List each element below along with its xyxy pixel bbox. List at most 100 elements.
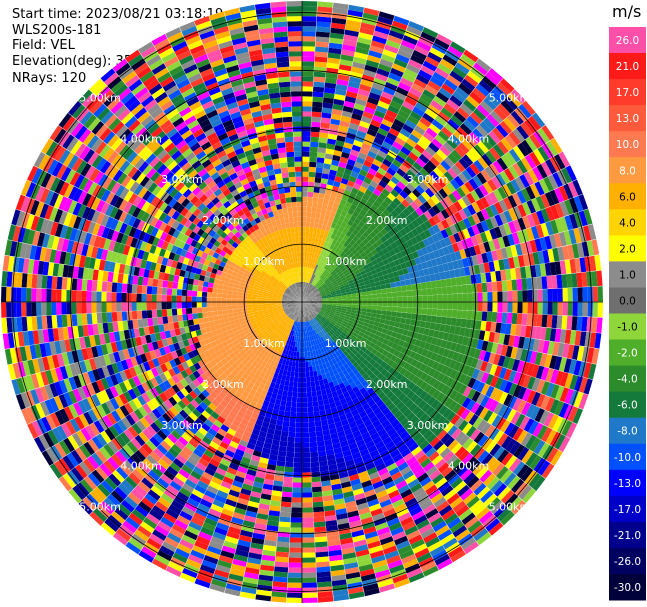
- velocity-gate: [482, 181, 493, 194]
- velocity-gate: [565, 165, 577, 182]
- velocity-gate: [323, 230, 329, 237]
- velocity-gate: [452, 293, 458, 302]
- velocity-gate: [468, 178, 479, 190]
- velocity-gate: [363, 176, 372, 185]
- velocity-gate: [541, 125, 555, 141]
- velocity-gate: [454, 211, 463, 222]
- velocity-gate: [302, 592, 318, 598]
- velocity-gate: [311, 391, 317, 397]
- velocity-gate: [334, 93, 346, 101]
- velocity-gate: [386, 77, 400, 87]
- velocity-gate: [358, 220, 365, 228]
- velocity-gate: [431, 204, 441, 215]
- velocity-gate: [359, 197, 368, 206]
- velocity-gate: [461, 310, 468, 319]
- velocity-gate: [302, 437, 310, 443]
- velocity-gate: [370, 40, 386, 49]
- velocity-gate: [302, 457, 311, 463]
- velocity-gate: [462, 217, 472, 229]
- velocity-gate: [312, 280, 316, 286]
- velocity-gate: [313, 281, 318, 287]
- velocity-gate: [307, 196, 313, 203]
- velocity-gate: [291, 401, 297, 408]
- velocity-gate: [286, 451, 295, 458]
- velocity-gate: [367, 150, 377, 159]
- velocity-gate: [311, 207, 317, 213]
- field-label: Field: VEL: [12, 38, 75, 53]
- velocity-gate: [357, 202, 365, 210]
- velocity-gate: [345, 274, 352, 280]
- velocity-gate: [316, 259, 321, 266]
- velocity-gate: [371, 82, 385, 92]
- velocity-gate: [302, 362, 306, 368]
- velocity-gate: [341, 49, 355, 57]
- velocity-gate: [368, 50, 383, 59]
- velocity-gate: [477, 292, 483, 302]
- velocity-gate: [326, 281, 332, 286]
- velocity-gate: [451, 164, 462, 176]
- velocity-gate: [310, 466, 320, 473]
- velocity-gate: [315, 293, 321, 297]
- velocity-gate: [297, 387, 302, 393]
- velocity-gate: [326, 62, 340, 70]
- velocity-gate: [368, 245, 375, 252]
- velocity-gate: [552, 288, 558, 302]
- velocity-gate: [315, 41, 329, 48]
- velocity-gate: [443, 156, 455, 168]
- velocity-gate: [325, 236, 331, 243]
- velocity-gate: [305, 221, 311, 228]
- velocity-gate: [541, 143, 554, 159]
- velocity-gate: [370, 269, 377, 275]
- velocity-gate: [447, 118, 460, 131]
- velocity-gate: [320, 122, 330, 129]
- velocity-gate: [485, 150, 497, 164]
- velocity-gate: [381, 53, 396, 63]
- velocity-gate: [297, 382, 302, 388]
- velocity-gate: [423, 229, 432, 238]
- velocity-gate: [503, 210, 513, 223]
- velocity-gate: [421, 308, 428, 315]
- velocity-gate: [343, 100, 355, 109]
- velocity-gate: [365, 258, 372, 265]
- velocity-gate: [383, 216, 392, 225]
- velocity-gate: [285, 456, 294, 463]
- velocity-gate: [366, 208, 375, 217]
- velocity-gate: [330, 270, 336, 276]
- velocity-gate: [302, 397, 308, 403]
- velocity-gate: [369, 180, 379, 189]
- velocity-gate: [369, 204, 378, 213]
- velocity-gate: [339, 199, 347, 206]
- velocity-gate: [302, 171, 309, 177]
- velocity-gate: [306, 296, 311, 300]
- velocity-gate: [400, 39, 416, 50]
- velocity-gate: [319, 188, 326, 194]
- velocity-gate: [318, 279, 324, 285]
- velocity-gate: [280, 435, 288, 442]
- velocity-gate: [338, 161, 347, 169]
- velocity-gate: [329, 211, 336, 218]
- velocity-gate: [481, 153, 493, 167]
- velocity-gate: [422, 201, 432, 211]
- velocity-gate: [314, 51, 328, 58]
- velocity-gate: [302, 1, 318, 7]
- velocity-gate: [512, 192, 522, 206]
- velocity-gate: [443, 141, 455, 153]
- velocity-gate: [489, 147, 501, 161]
- velocity-gate: [412, 251, 419, 259]
- velocity-gate: [395, 316, 402, 323]
- velocity-gate: [562, 302, 568, 316]
- velocity-gate: [422, 238, 431, 247]
- velocity-gate: [316, 26, 331, 33]
- velocity-gate: [546, 275, 553, 289]
- velocity-gate: [480, 137, 493, 151]
- velocity-gate: [365, 220, 373, 228]
- velocity-gate: [442, 302, 448, 310]
- velocity-gate: [521, 313, 528, 326]
- velocity-gate: [302, 81, 314, 87]
- velocity-gate: [449, 70, 464, 83]
- velocity-gate: [324, 158, 332, 165]
- velocity-gate: [309, 446, 318, 453]
- velocity-gate: [302, 186, 308, 192]
- velocity-gate: [483, 97, 497, 111]
- velocity-gate: [302, 402, 308, 408]
